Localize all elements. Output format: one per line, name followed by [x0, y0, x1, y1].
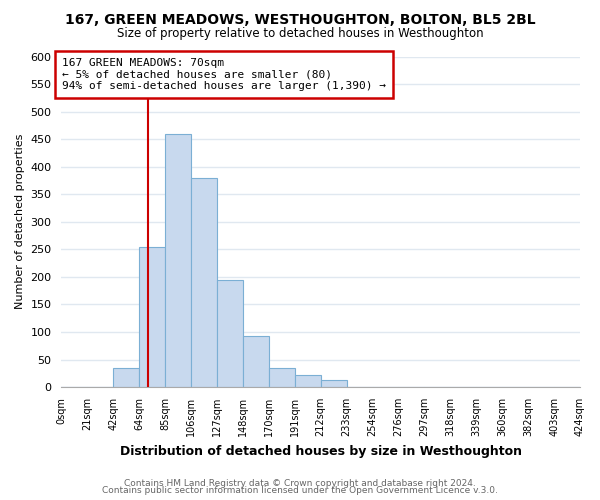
Bar: [139, 246, 165, 387]
Bar: [217, 280, 243, 387]
X-axis label: Distribution of detached houses by size in Westhoughton: Distribution of detached houses by size …: [120, 444, 522, 458]
Text: Contains HM Land Registry data © Crown copyright and database right 2024.: Contains HM Land Registry data © Crown c…: [124, 478, 476, 488]
Bar: [113, 368, 139, 387]
Text: Contains public sector information licensed under the Open Government Licence v.: Contains public sector information licen…: [102, 486, 498, 495]
Bar: [191, 178, 217, 387]
Bar: [321, 380, 347, 387]
Bar: [269, 368, 295, 387]
Text: Size of property relative to detached houses in Westhoughton: Size of property relative to detached ho…: [116, 28, 484, 40]
Text: 167 GREEN MEADOWS: 70sqm
← 5% of detached houses are smaller (80)
94% of semi-de: 167 GREEN MEADOWS: 70sqm ← 5% of detache…: [62, 58, 386, 92]
Bar: [243, 336, 269, 387]
Bar: [295, 375, 321, 387]
Bar: [165, 134, 191, 387]
Y-axis label: Number of detached properties: Number of detached properties: [15, 134, 25, 310]
Text: 167, GREEN MEADOWS, WESTHOUGHTON, BOLTON, BL5 2BL: 167, GREEN MEADOWS, WESTHOUGHTON, BOLTON…: [65, 12, 535, 26]
